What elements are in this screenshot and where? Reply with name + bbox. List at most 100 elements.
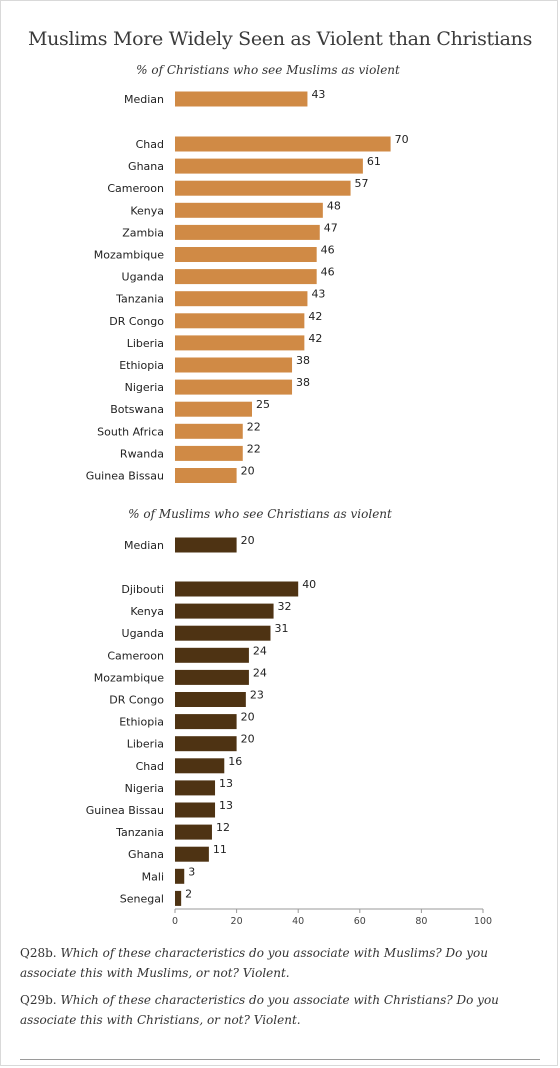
bar: [175, 91, 308, 107]
bar-row: Guinea Bissau 20: [86, 465, 255, 483]
category-label: Liberia: [127, 337, 164, 350]
bar: [175, 136, 391, 152]
bar: [175, 291, 308, 307]
bar: [175, 868, 185, 884]
bar: [175, 669, 249, 685]
bar-row: Ethiopia 38: [119, 354, 310, 373]
value-label: 32: [278, 600, 292, 613]
value-label: 20: [241, 733, 255, 746]
x-tick-label: 60: [354, 916, 366, 927]
value-label: 20: [241, 711, 255, 724]
value-label: 47: [324, 221, 338, 234]
bar-row: Ghana 11: [128, 843, 227, 862]
bar-row: Ghana 61: [128, 155, 381, 174]
category-label: Ethiopia: [119, 716, 164, 729]
bar-row: Kenya 32: [130, 600, 292, 619]
bar-row: Rwanda 22: [120, 442, 261, 461]
category-label: Chad: [136, 138, 164, 151]
x-tick-label: 0: [172, 916, 178, 927]
bar-row: Mozambique 46: [94, 244, 335, 262]
bar-row: Uganda 31: [122, 622, 288, 641]
bar: [175, 202, 323, 218]
bar-row: Mozambique 24: [94, 666, 267, 685]
category-label: Tanzania: [115, 293, 164, 306]
category-label: Mali: [142, 870, 164, 883]
bar: [175, 802, 216, 818]
bar: [175, 158, 363, 174]
value-label: 46: [321, 244, 335, 257]
bar: [175, 581, 299, 597]
category-label: Liberia: [127, 738, 164, 751]
value-label: 3: [188, 865, 195, 878]
value-label: 22: [247, 442, 261, 455]
category-label: Botswana: [110, 403, 164, 416]
note2-code: Q29b.: [20, 993, 57, 1007]
bar-row: Mali 3: [142, 865, 195, 884]
panel1-subtitle: % of Christians who see Muslims as viole…: [136, 63, 400, 77]
category-label: Zambia: [122, 226, 164, 239]
value-label: 70: [395, 133, 409, 146]
bar: [175, 537, 237, 553]
bar: [175, 247, 317, 262]
bar: [175, 180, 351, 196]
category-label: Ghana: [128, 848, 164, 861]
value-label: 22: [247, 420, 261, 433]
bar: [175, 736, 237, 752]
category-label: DR Congo: [109, 315, 164, 328]
bar-row: Nigeria 13: [125, 777, 233, 796]
bar: [175, 335, 305, 351]
category-label: Uganda: [122, 627, 164, 640]
bar: [175, 313, 305, 329]
bar-row: DR Congo 42: [109, 310, 322, 329]
bar: [175, 647, 249, 663]
value-label: 31: [274, 622, 288, 635]
category-label: Rwanda: [120, 447, 164, 460]
x-tick-label: 80: [415, 916, 427, 927]
value-label: 38: [296, 376, 310, 389]
note1-code: Q28b.: [20, 946, 57, 960]
bar-row: Senegal 2: [120, 887, 192, 906]
value-label: 11: [213, 843, 227, 856]
value-label: 42: [308, 332, 322, 345]
category-label: Guinea Bissau: [86, 470, 164, 483]
bar: [175, 468, 237, 483]
bar-row: Chad 70: [136, 133, 409, 152]
value-label: 43: [311, 88, 325, 101]
bar-row: Tanzania 12: [115, 821, 230, 840]
value-label: 20: [241, 534, 255, 547]
value-label: 2: [185, 887, 192, 900]
value-label: 42: [308, 310, 322, 323]
bar: [175, 224, 320, 240]
category-label: Chad: [136, 760, 164, 773]
bar-row: Tanzania 43: [115, 288, 325, 307]
bar: [175, 379, 293, 395]
value-label: 25: [256, 398, 270, 411]
value-label: 20: [241, 465, 255, 478]
category-label: Nigeria: [125, 381, 164, 394]
value-label: 46: [321, 266, 335, 279]
panel2-subtitle: % of Muslims who see Christians as viole…: [128, 507, 392, 521]
category-label: Tanzania: [115, 826, 164, 839]
bar: [175, 824, 212, 840]
bar-row: Guinea Bissau 13: [86, 799, 233, 818]
category-label: Mozambique: [94, 671, 164, 684]
bar: [175, 401, 252, 417]
category-label: DR Congo: [109, 694, 164, 707]
category-label: Uganda: [122, 271, 164, 284]
question-note-2: Q29b. Which of these characteristics do …: [20, 990, 540, 1030]
category-label: Kenya: [130, 605, 164, 618]
category-label: Ethiopia: [119, 359, 164, 372]
bar-row: Cameroon 57: [107, 177, 369, 196]
category-label: Cameroon: [107, 649, 164, 662]
value-label: 13: [219, 777, 233, 790]
value-label: 24: [253, 666, 267, 679]
value-label: 12: [216, 821, 230, 834]
category-label: Guinea Bissau: [86, 804, 164, 817]
bar-row: Uganda 46: [122, 266, 335, 285]
bar-row: DR Congo 23: [109, 689, 264, 707]
bar: [175, 603, 274, 619]
category-label: Kenya: [130, 204, 164, 217]
bar-row: Chad 16: [136, 755, 242, 774]
